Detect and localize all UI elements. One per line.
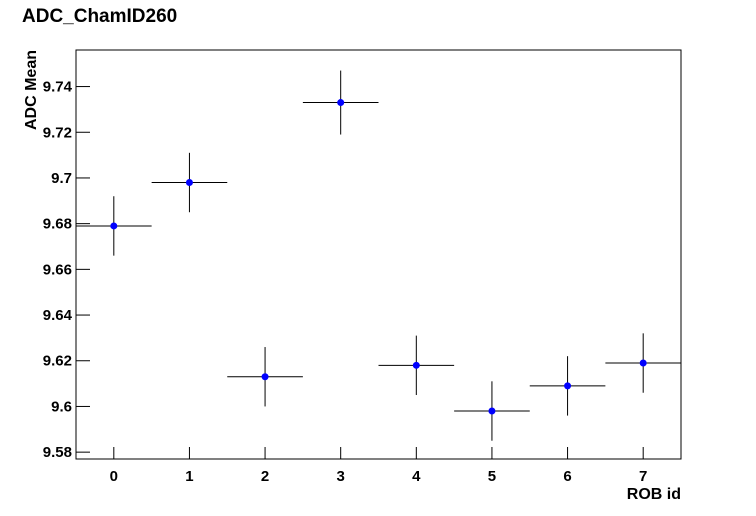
data-point (488, 407, 496, 415)
data-point (412, 361, 420, 369)
x-tick-label: 1 (185, 468, 193, 485)
y-tick-label: 9.58 (43, 444, 72, 461)
data-point (337, 99, 345, 107)
data-point (185, 179, 193, 187)
x-tick-label: 5 (488, 468, 496, 485)
data-point (639, 359, 647, 367)
x-tick-label: 4 (412, 468, 421, 485)
y-tick-label: 9.72 (43, 124, 72, 141)
x-tick-label: 2 (261, 468, 269, 485)
y-tick-label: 9.74 (43, 79, 73, 96)
y-tick-label: 9.68 (43, 216, 72, 233)
y-tick-label: 9.62 (43, 353, 72, 370)
chart-title: ADC_ChamID260 (22, 6, 177, 27)
y-tick-label: 9.66 (43, 261, 72, 278)
x-tick-label: 7 (639, 468, 647, 485)
x-axis-label: ROB id (627, 486, 681, 503)
y-axis-label: ADC Mean (23, 50, 40, 130)
x-tick-label: 6 (563, 468, 571, 485)
x-tick-label: 3 (337, 468, 345, 485)
y-tick-label: 9.64 (43, 307, 73, 324)
data-point (110, 222, 118, 230)
data-point (261, 373, 269, 381)
data-point (564, 382, 572, 390)
y-tick-label: 9.6 (51, 398, 72, 415)
plot-frame (75, 49, 682, 460)
x-tick-label: 0 (110, 468, 118, 485)
y-tick-label: 9.7 (51, 170, 72, 187)
